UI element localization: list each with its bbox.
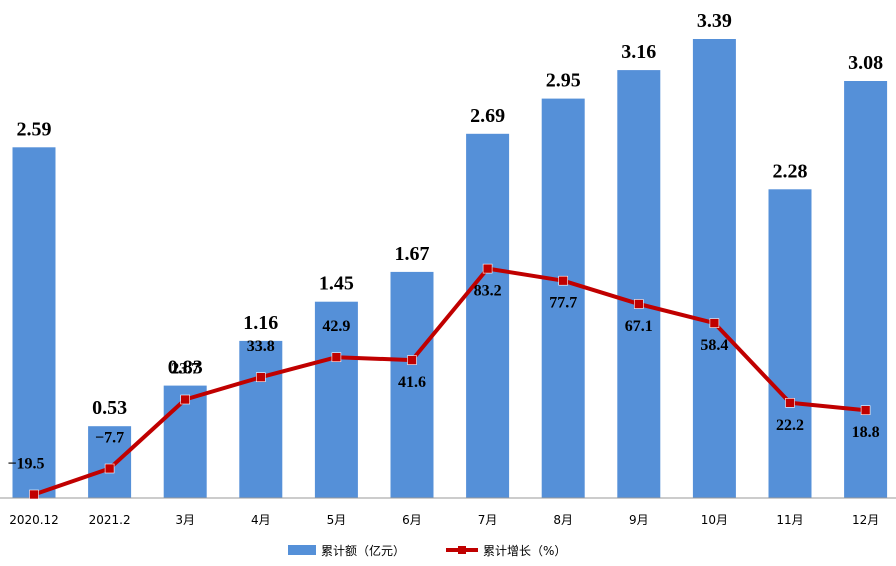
legend-bar-label: 累计额（亿元）	[321, 543, 405, 558]
line-value-label-11: 18.8	[852, 424, 880, 441]
bar-10	[768, 189, 812, 499]
bar-value-label-10: 2.28	[773, 160, 808, 182]
line-value-label-8: 67.1	[625, 318, 653, 335]
line-marker-4	[331, 352, 342, 363]
line-marker-9	[709, 318, 720, 328]
x-tick-label-8: 9月	[629, 513, 649, 527]
x-tick-label-2: 3月	[175, 513, 195, 527]
bar-1	[88, 426, 132, 498]
line-marker-2	[180, 394, 190, 405]
bar-11	[844, 81, 888, 498]
line-data-labels: −19.5 −7.7 23.7 33.8 42.9 41.6 83.2 77.7 67.1 58.…	[7, 283, 879, 473]
x-tick-label-7: 8月	[553, 513, 573, 527]
line-marker-0	[29, 489, 39, 500]
line-value-label-6: 83.2	[474, 283, 502, 300]
bar-value-label-11: 3.08	[848, 52, 883, 74]
line-value-label-3: 33.8	[247, 338, 275, 355]
bar-3	[239, 340, 283, 498]
bar-value-label-1: 0.53	[92, 397, 127, 419]
growth-line	[33, 266, 866, 497]
x-tick-label-5: 6月	[402, 513, 422, 527]
bar-value-label-2: 0.83	[168, 357, 203, 379]
x-tick-label-0: 2020.12	[9, 513, 59, 527]
line-value-label-0: −19.5	[7, 456, 44, 473]
line-marker-5	[407, 355, 417, 365]
line-marker-3	[255, 372, 266, 383]
line-value-label-1: −7.7	[95, 430, 124, 447]
x-tick-label-3: 4月	[251, 513, 271, 527]
line-value-label-7: 77.7	[549, 295, 577, 312]
line-value-label-4: 42.9	[322, 318, 350, 335]
bar-9	[692, 39, 736, 498]
line-marker-1	[104, 463, 115, 474]
bar-0	[12, 147, 56, 499]
bar-6	[466, 133, 510, 499]
bar-value-label-0: 2.59	[17, 118, 52, 140]
bar-2	[163, 385, 207, 498]
x-tick-label-11: 12月	[852, 513, 879, 527]
line-value-label-5: 41.6	[398, 374, 426, 391]
bar-4	[314, 301, 358, 498]
bar-value-label-5: 1.67	[395, 243, 430, 265]
line-marker-7	[558, 275, 569, 286]
x-tick-label-10: 11月	[776, 513, 803, 527]
bar-value-label-9: 3.39	[697, 10, 732, 32]
line-marker-11	[860, 405, 871, 416]
bar-value-label-3: 1.16	[243, 312, 278, 334]
legend-line-marker	[458, 546, 466, 554]
bar-value-label-4: 1.45	[319, 273, 354, 295]
x-tick-label-1: 2021.2	[89, 513, 131, 527]
bar-value-label-6: 2.69	[470, 105, 505, 127]
line-value-label-2: 23.7	[171, 361, 199, 378]
legend-line-label: 累计增长（%）	[483, 544, 566, 558]
x-tick-label-6: 7月	[478, 513, 498, 527]
bar-8	[617, 70, 661, 498]
line-markers	[29, 263, 871, 500]
legend-bar-swatch	[288, 545, 316, 555]
bar-7	[541, 98, 585, 498]
line-marker-10	[785, 397, 795, 408]
legend: 累计额（亿元） 累计增长（%）	[288, 543, 566, 558]
bar-series	[12, 39, 888, 499]
bar-value-label-8: 3.16	[621, 41, 656, 63]
line-value-label-9: 58.4	[700, 337, 728, 354]
line-marker-6	[482, 263, 493, 274]
line-marker-8	[633, 299, 644, 309]
x-tick-label-4: 5月	[327, 513, 347, 527]
bar-value-label-7: 2.95	[546, 70, 581, 92]
bar-data-labels: 2.59 0.53 0.83 1.16 1.45 1.67 2.69 2.95 3.16 3.39…	[17, 10, 884, 419]
x-tick-label-9: 10月	[701, 513, 728, 527]
line-series	[33, 266, 866, 497]
line-value-label-10: 22.2	[776, 417, 804, 434]
bar-5	[390, 271, 434, 498]
x-axis-tick-labels: 2020.12 2021.2 3月 4月 5月 6月 7月 8月 9月 10月 11月 12月	[9, 513, 879, 527]
